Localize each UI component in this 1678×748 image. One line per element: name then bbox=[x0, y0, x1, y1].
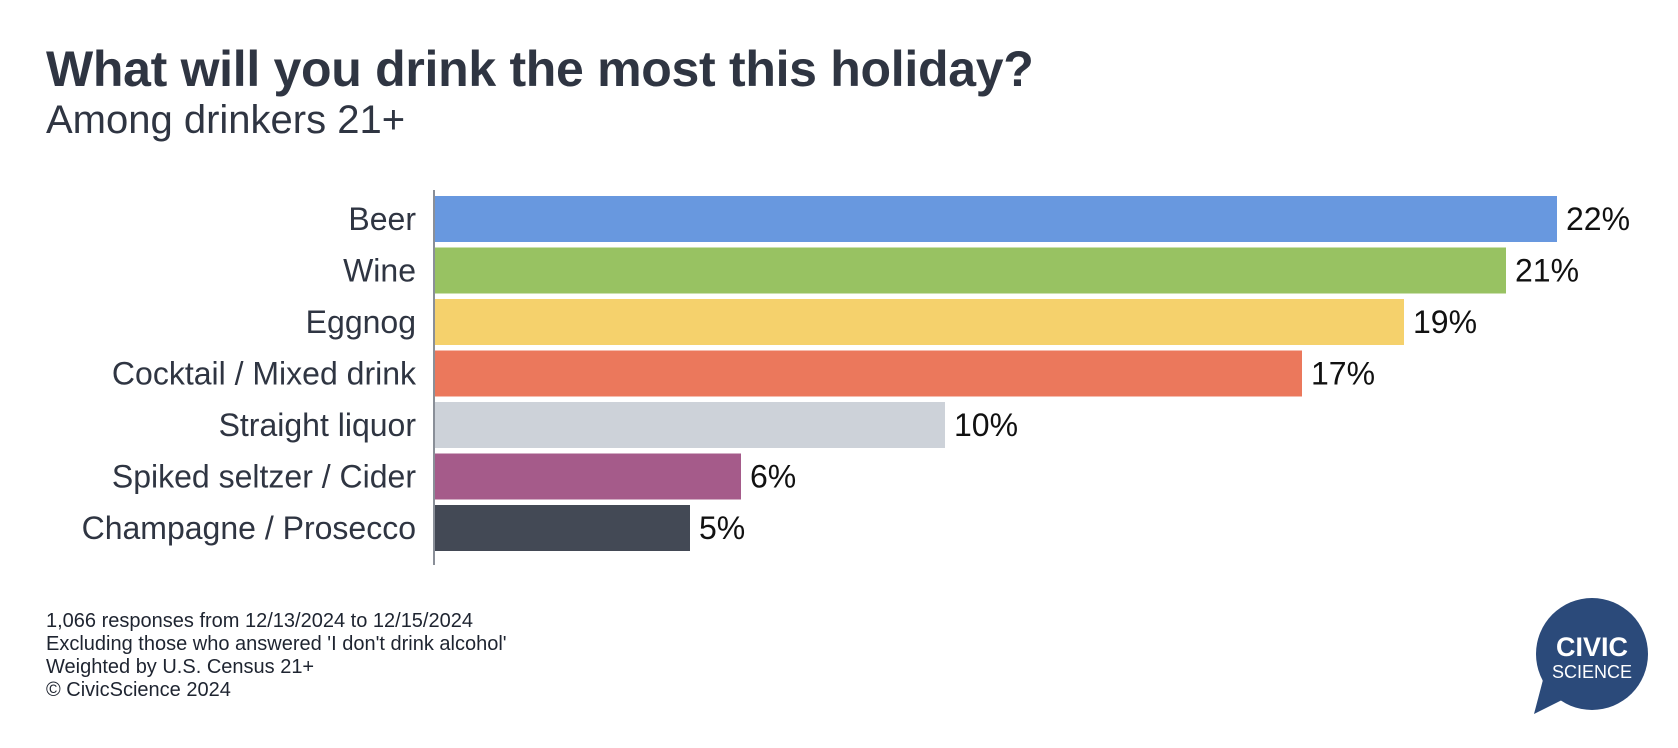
footnote-exclusion: Excluding those who answered 'I don't dr… bbox=[46, 633, 507, 655]
footnote-weighting: Weighted by U.S. Census 21+ bbox=[46, 656, 315, 678]
civicscience-logo: CIVIC SCIENCE bbox=[1534, 598, 1648, 714]
logo-bubble bbox=[1536, 598, 1648, 710]
category-label: Beer bbox=[348, 201, 416, 237]
logo-bubble-tail bbox=[1534, 676, 1566, 714]
category-label: Cocktail / Mixed drink bbox=[112, 356, 417, 392]
category-label: Straight liquor bbox=[219, 407, 417, 443]
bar-cocktail-mixed-drink bbox=[435, 350, 1302, 397]
value-label: 22% bbox=[1566, 201, 1630, 237]
logo-science-text: SCIENCE bbox=[1552, 662, 1632, 682]
bar-beer bbox=[435, 196, 1557, 242]
chart-title: What will you drink the most this holida… bbox=[46, 41, 1034, 97]
value-label: 10% bbox=[954, 407, 1018, 443]
value-label: 17% bbox=[1311, 356, 1375, 392]
chart-subtitle: Among drinkers 21+ bbox=[46, 98, 406, 142]
footnotes: 1,066 responses from 12/13/2024 to 12/15… bbox=[46, 610, 507, 702]
bar-spiked-seltzer-cider bbox=[435, 453, 741, 500]
value-label: 21% bbox=[1515, 253, 1579, 289]
category-label: Eggnog bbox=[306, 304, 416, 340]
category-label: Wine bbox=[343, 253, 416, 289]
value-label: 5% bbox=[699, 510, 745, 546]
bar-chart: Beer 22% Wine 21% Eggnog 19% Cocktail / Mixed … bbox=[82, 190, 1630, 565]
logo-civic-text: CIVIC bbox=[1556, 632, 1628, 662]
bar-straight-liquor bbox=[435, 402, 945, 448]
value-label: 6% bbox=[750, 459, 796, 495]
bar-champagne-prosecco bbox=[435, 505, 690, 551]
category-label: Champagne / Prosecco bbox=[82, 510, 416, 546]
footnote-copyright: © CivicScience 2024 bbox=[46, 679, 231, 701]
category-label: Spiked seltzer / Cider bbox=[112, 459, 416, 495]
value-label: 19% bbox=[1413, 304, 1477, 340]
bar-eggnog bbox=[435, 299, 1404, 345]
footnote-responses: 1,066 responses from 12/13/2024 to 12/15… bbox=[46, 610, 473, 632]
bar-wine bbox=[435, 247, 1506, 294]
